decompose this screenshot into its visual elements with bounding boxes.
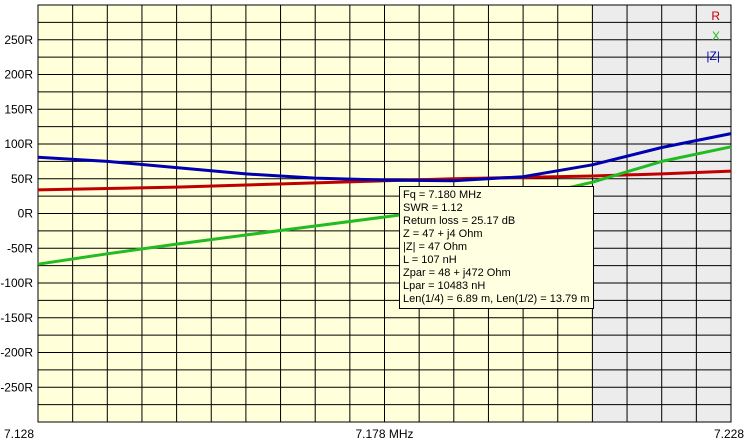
x-tick-labels: 7.128 7.178 MHz 7.228: [4, 427, 744, 441]
readout-tooltip: Fq = 7.180 MHz SWR = 1.12 Return loss = …: [399, 186, 594, 309]
tooltip-line-lpar: Lpar = 10483 nH: [403, 280, 486, 292]
x-tick-label: 7.178 MHz: [355, 427, 413, 441]
tooltip-line-zpar: Zpar = 48 + j472 Ohm: [403, 267, 511, 279]
legend-entry: X: [712, 29, 720, 43]
legend: RX |Z|: [706, 9, 720, 63]
y-tick-label: 150R: [4, 102, 33, 116]
grid-lines: [37, 4, 732, 423]
y-tick-label: -100R: [0, 276, 33, 290]
plot-border: [37, 4, 732, 423]
tooltip-line-z-magnitude: |Z| = 47 Ohm: [403, 241, 468, 253]
y-tick-label: -150R: [0, 311, 33, 325]
y-tick-labels: 250R 200R 150R 100R 50R 0R -50R -100R -150R -200R…: [0, 33, 33, 395]
tooltip-line-return-loss: Return loss = 25.17 dB: [403, 215, 516, 227]
tooltip-line-lengths: Len(1/4) = 6.89 m, Len(1/2) = 13.79 m: [403, 293, 590, 305]
y-tick-label: 200R: [4, 68, 33, 82]
y-tick-label: 50R: [11, 172, 33, 186]
y-tick-label: 100R: [4, 137, 33, 151]
tooltip-line-frequency: Fq = 7.180 MHz: [403, 189, 482, 201]
series-lines: [37, 132, 732, 266]
y-tick-label: -50R: [7, 241, 33, 255]
tooltip-line-inductance: L = 107 nH: [403, 254, 457, 266]
y-tick-label: -200R: [0, 346, 33, 360]
x-tick-label: 7.228: [714, 427, 744, 441]
x-tick-label: 7.128: [4, 427, 34, 441]
y-tick-label: 0R: [18, 207, 34, 221]
series-line-x: [37, 145, 732, 266]
y-tick-label: 250R: [4, 33, 33, 47]
legend-entry: |Z|: [706, 49, 720, 63]
y-tick-label: -250R: [0, 380, 33, 394]
tooltip-line-swr: SWR = 1.12: [403, 202, 463, 214]
tooltip-line-z: Z = 47 + j4 Ohm: [403, 228, 483, 240]
series-line-mag-zmag-: [37, 132, 732, 183]
legend-entry: R: [711, 9, 720, 23]
